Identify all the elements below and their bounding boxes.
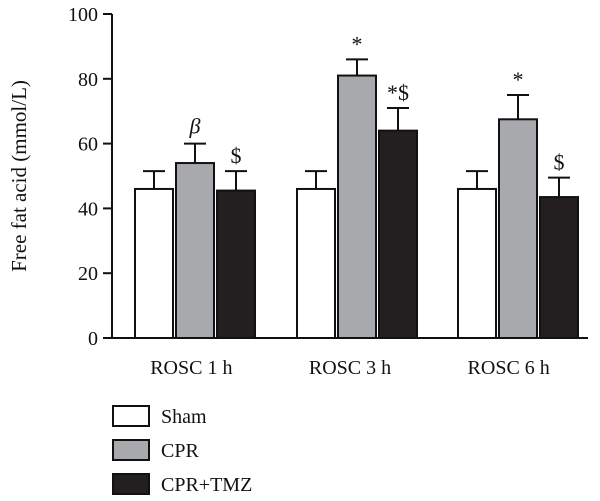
bar xyxy=(457,187,497,339)
y-tick-label: 80 xyxy=(78,69,98,91)
bar xyxy=(175,162,215,339)
significance-label: $ xyxy=(231,143,242,168)
bar xyxy=(539,196,579,339)
significance-label: β xyxy=(189,114,201,139)
y-tick-label: 60 xyxy=(78,134,98,156)
bars: β$**$*$ xyxy=(134,31,579,339)
bar xyxy=(296,187,336,339)
y-tick-label: 20 xyxy=(78,263,98,285)
x-tick-label: ROSC 1 h xyxy=(150,357,232,379)
bar xyxy=(378,129,418,339)
legend-label: CPR xyxy=(161,440,199,462)
legend-label: CPR+TMZ xyxy=(161,474,252,496)
y-axis-title: Free fat acid (mmol/L) xyxy=(7,80,31,272)
bar xyxy=(216,189,256,339)
legend-swatch xyxy=(112,473,150,495)
bar xyxy=(337,74,377,339)
bar xyxy=(498,118,538,339)
x-tick-label: ROSC 6 h xyxy=(468,357,550,379)
legend: Sham CPR CPR+TMZ xyxy=(112,405,252,496)
significance-label: * xyxy=(352,31,363,56)
significance-label: * xyxy=(513,67,524,92)
legend-swatch xyxy=(112,439,150,461)
y-tick-label: 40 xyxy=(78,198,98,220)
axes: 0 20 40 60 80 100 Free fat acid (mmol/L) ROSC 1… xyxy=(7,4,588,379)
y-tick-label: 100 xyxy=(68,4,98,26)
bar xyxy=(134,187,174,339)
x-tick-label: ROSC 3 h xyxy=(309,357,391,379)
y-tick-label: 0 xyxy=(88,328,98,350)
significance-label: *$ xyxy=(387,80,409,105)
significance-label: $ xyxy=(554,150,565,175)
legend-label: Sham xyxy=(161,406,207,428)
legend-swatch xyxy=(112,405,150,427)
